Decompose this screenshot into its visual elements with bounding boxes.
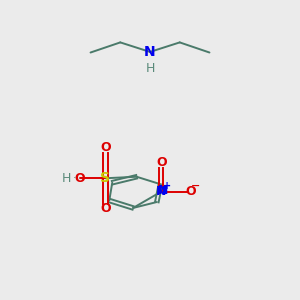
- Text: ·: ·: [72, 173, 76, 183]
- Text: O: O: [75, 172, 86, 185]
- Text: −: −: [191, 181, 200, 191]
- Text: N: N: [158, 184, 168, 196]
- Text: N: N: [144, 45, 156, 59]
- Text: O: O: [186, 185, 196, 198]
- Text: O: O: [100, 202, 111, 215]
- Text: O: O: [156, 156, 166, 169]
- Text: H: H: [145, 62, 155, 75]
- Text: S: S: [100, 171, 110, 185]
- Text: +: +: [163, 181, 171, 191]
- Text: H: H: [62, 172, 71, 185]
- Text: O: O: [100, 141, 111, 154]
- Text: N: N: [156, 185, 166, 198]
